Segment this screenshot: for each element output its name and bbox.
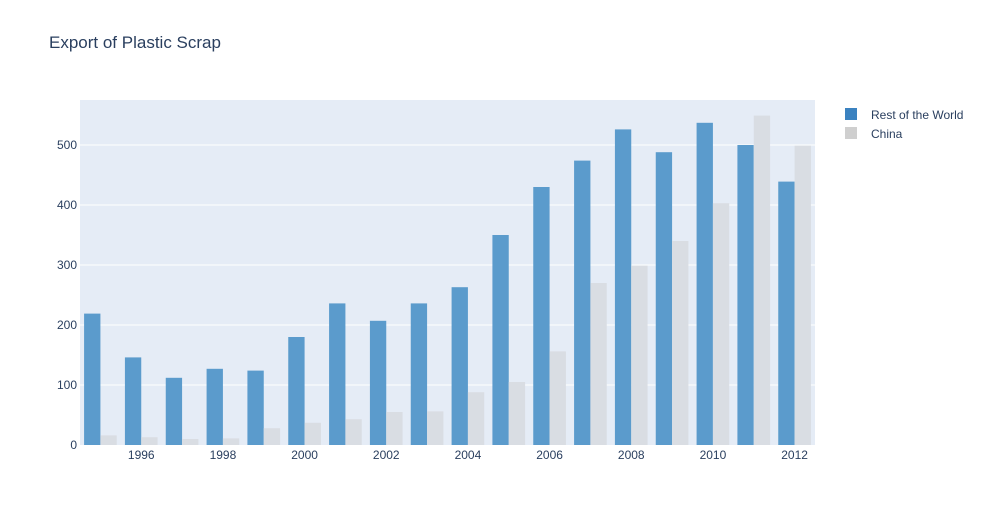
legend-item[interactable]: Rest of the World [845,108,963,122]
x-tick-label: 2004 [455,448,482,462]
x-axis-ticks: 1996 1998 2000 2002 2004 2006 2008 2010 2012 [128,448,808,462]
bar-china[interactable] [508,382,526,445]
x-tick-label: 2006 [536,448,563,462]
bar-rest-of-the-world[interactable] [247,370,264,445]
bar-china[interactable] [672,241,689,445]
y-tick-label: 200 [57,318,77,332]
x-tick-label: 2008 [618,448,645,462]
bar-rest-of-the-world[interactable] [329,303,346,445]
y-axis-ticks: 0 100 200 300 400 500 [57,138,77,452]
bar-rest-of-the-world[interactable] [574,160,591,445]
bars [84,115,811,446]
bar-china[interactable] [386,412,403,445]
bar-rest-of-the-world[interactable] [696,122,713,446]
bar-china[interactable] [304,422,321,445]
bar-rest-of-the-world[interactable] [655,152,673,445]
bar-rest-of-the-world[interactable] [206,368,223,445]
x-tick-label: 2012 [781,448,808,462]
bar-china[interactable] [427,411,444,445]
bar-china[interactable] [263,428,281,445]
legend-item[interactable]: China [845,127,903,141]
bar-china[interactable] [467,392,485,445]
gridlines [80,144,815,386]
y-tick-label: 0 [70,438,77,452]
bar-china[interactable] [712,203,730,445]
legend-swatch [845,108,857,120]
bar-china[interactable] [549,351,566,445]
bar-china[interactable] [345,419,362,445]
bar-china[interactable] [100,435,117,445]
bar-rest-of-the-world[interactable] [533,187,550,445]
bar-china[interactable] [794,145,811,445]
bar-rest-of-the-world[interactable] [165,377,183,445]
bar-rest-of-the-world[interactable] [369,320,387,445]
bar-china[interactable] [222,438,240,445]
x-tick-label: 1996 [128,448,155,462]
chart-title: Export of Plastic Scrap [49,33,221,52]
y-tick-label: 300 [57,258,77,272]
bar-rest-of-the-world[interactable] [84,313,101,445]
x-tick-label: 2000 [291,448,318,462]
y-tick-label: 100 [57,378,77,392]
x-tick-label: 1998 [210,448,237,462]
legend[interactable]: Rest of the World China [845,108,963,141]
bar-china[interactable] [141,437,158,445]
bar-china[interactable] [182,439,199,445]
y-tick-label: 400 [57,198,77,212]
bar-china[interactable] [631,265,648,445]
x-tick-label: 2002 [373,448,400,462]
plot-background [80,100,815,445]
bar-rest-of-the-world[interactable] [778,181,795,445]
bar-rest-of-the-world[interactable] [614,129,632,445]
bar-china[interactable] [590,283,607,445]
x-tick-label: 2010 [700,448,727,462]
bar-rest-of-the-world[interactable] [737,145,754,445]
bar-rest-of-the-world[interactable] [124,357,142,445]
legend-label: China [871,127,903,141]
bar-rest-of-the-world[interactable] [410,303,428,445]
y-tick-label: 500 [57,138,77,152]
legend-swatch [845,127,857,139]
legend-label: Rest of the World [871,108,963,122]
bar-rest-of-the-world[interactable] [451,287,468,445]
bar-rest-of-the-world[interactable] [288,337,305,445]
bar-china[interactable] [753,115,771,445]
bar-rest-of-the-world[interactable] [492,235,509,445]
